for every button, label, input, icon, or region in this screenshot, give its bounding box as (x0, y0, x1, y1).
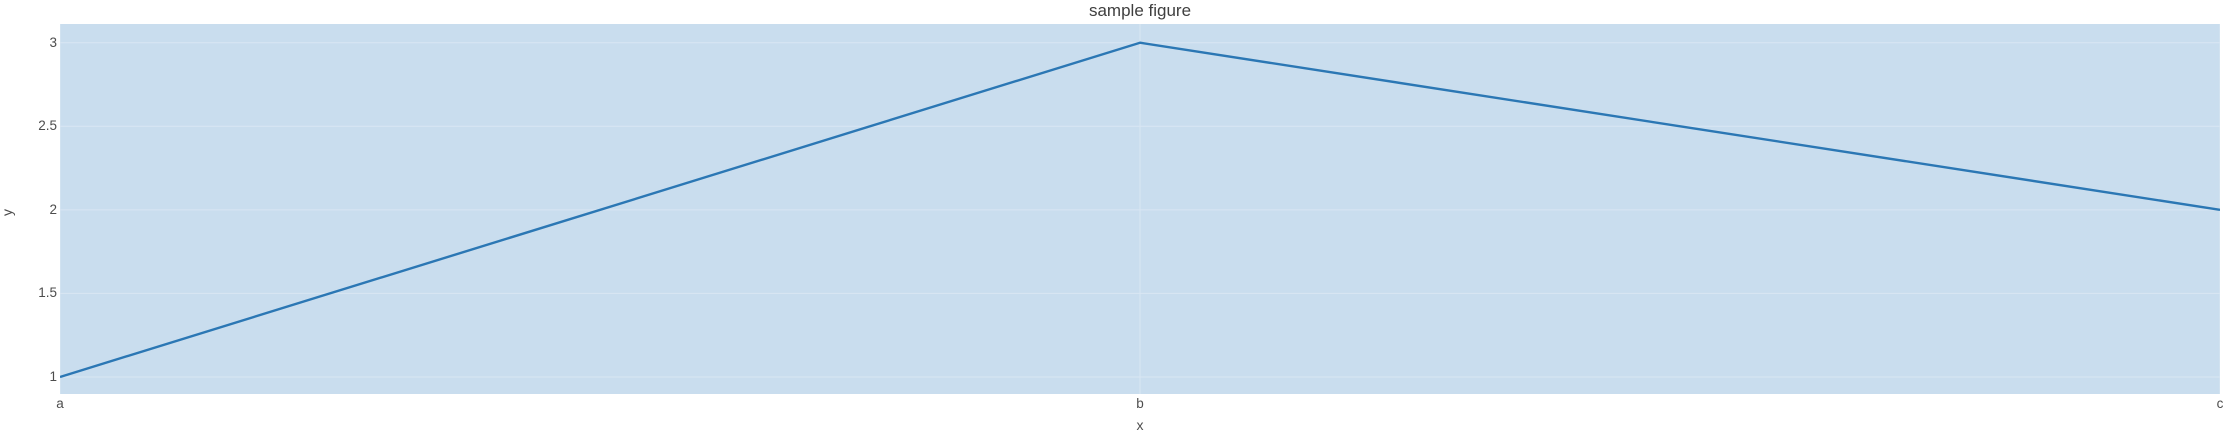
x-axis-title: x (1136, 417, 1144, 433)
x-tick-label-b: b (1136, 396, 1144, 411)
y-tick-label-1.5: 1.5 (38, 285, 57, 301)
chart-title: sample figure (1088, 1, 1192, 20)
x-tick-label-c: c (2216, 396, 2224, 411)
x-axis-ticks: a b c (56, 396, 2223, 413)
chart-canvas (60, 24, 2220, 394)
y-tick-label-3: 3 (49, 34, 57, 50)
y-tick-label-2: 2 (49, 201, 57, 217)
y-tick-label-1: 1 (49, 368, 57, 384)
plot-area[interactable] (60, 24, 2220, 394)
series-line[interactable] (60, 41, 2220, 379)
y-tick-label-2.5: 2.5 (38, 118, 57, 134)
x-tick-label-a: a (56, 396, 64, 411)
y-axis-ticks: 1 1.5 2 2.5 3 (0, 24, 57, 394)
